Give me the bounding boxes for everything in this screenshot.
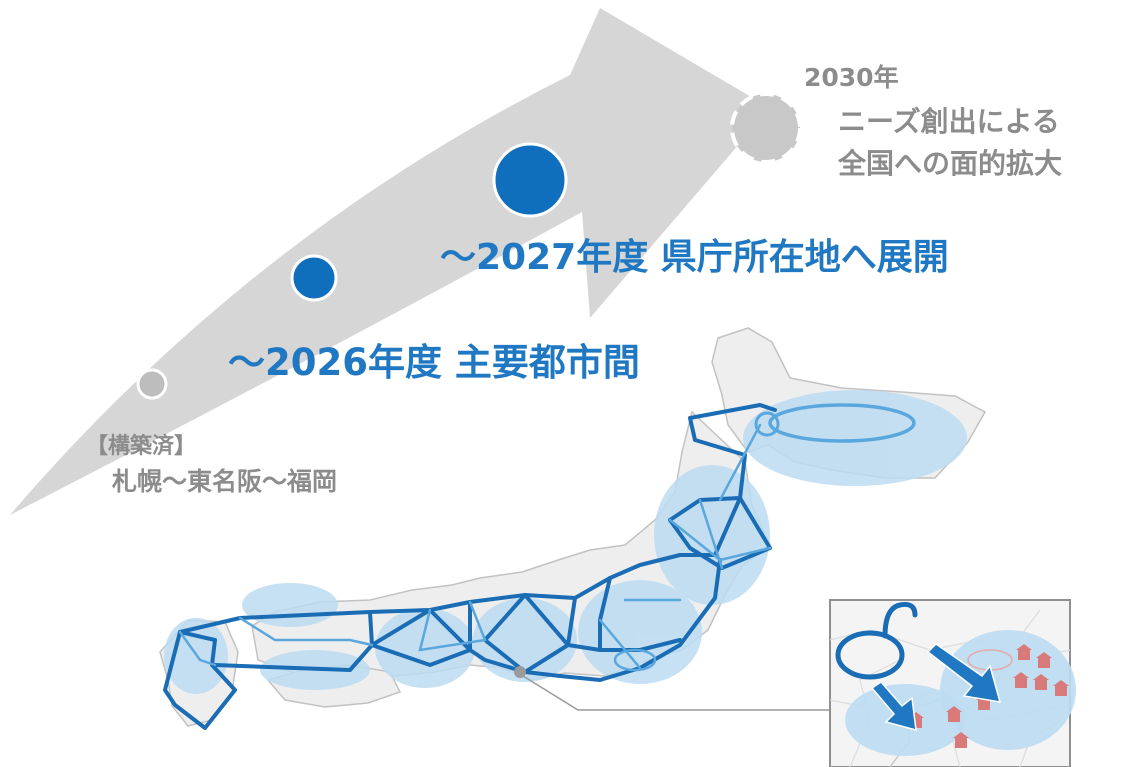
building-icon bbox=[1036, 652, 1052, 668]
network-sub-5 bbox=[718, 423, 762, 502]
built-label-line1: 【構築済】 bbox=[86, 434, 197, 459]
kanto-local-ring bbox=[613, 648, 657, 672]
hokkaido-ring bbox=[768, 403, 916, 443]
network-sub-1 bbox=[238, 616, 374, 647]
building-icon bbox=[953, 732, 969, 748]
milestone-2030-line1: ニーズ創出による bbox=[838, 105, 1060, 138]
inset-ring-hook bbox=[882, 602, 918, 639]
dot-2030 bbox=[730, 92, 802, 164]
network-sub-2 bbox=[178, 630, 217, 667]
inset-leader-line bbox=[522, 675, 830, 711]
milestone-2030-line2: 全国への面的拡大 bbox=[838, 147, 1063, 180]
region-hokkaido bbox=[743, 390, 967, 486]
region-chubu bbox=[473, 598, 577, 682]
inset-panel bbox=[829, 599, 1076, 767]
milestone-2026-label: ～2026年度 主要都市間 bbox=[228, 341, 640, 384]
building-icon bbox=[1033, 674, 1049, 690]
network-west-trunk bbox=[178, 403, 777, 634]
network-sub-lines bbox=[178, 423, 772, 672]
network-chubu-links bbox=[483, 593, 570, 674]
inset-buildings bbox=[908, 644, 1069, 748]
network-sub-4 bbox=[668, 498, 772, 570]
dot-2026 bbox=[290, 254, 338, 302]
down-right-arrow-icon bbox=[926, 643, 1002, 703]
building-icon bbox=[1016, 644, 1032, 660]
hokkaido-small-ring bbox=[754, 411, 780, 437]
building-icon bbox=[1013, 672, 1029, 688]
milestone-2027-label: ～2027年度 県庁所在地へ展開 bbox=[440, 237, 949, 278]
building-icon bbox=[1053, 680, 1069, 696]
network-sub-3 bbox=[418, 600, 487, 652]
region-chugoku bbox=[242, 583, 338, 627]
building-icon bbox=[946, 706, 962, 722]
inset-anchor-dot bbox=[514, 666, 526, 678]
network-sub-6 bbox=[598, 598, 682, 670]
milestone-2030-year: 2030年 bbox=[804, 63, 899, 92]
growth-arrow bbox=[10, 8, 770, 515]
built-label-line2: 札幌～東名阪～福岡 bbox=[112, 467, 338, 496]
dot-2027 bbox=[492, 142, 568, 218]
region-kanto bbox=[578, 580, 702, 684]
built-dot bbox=[136, 368, 168, 400]
down-right-arrow-icon bbox=[870, 681, 917, 732]
network-outer-ring bbox=[163, 630, 237, 730]
inset-ring bbox=[835, 630, 905, 680]
